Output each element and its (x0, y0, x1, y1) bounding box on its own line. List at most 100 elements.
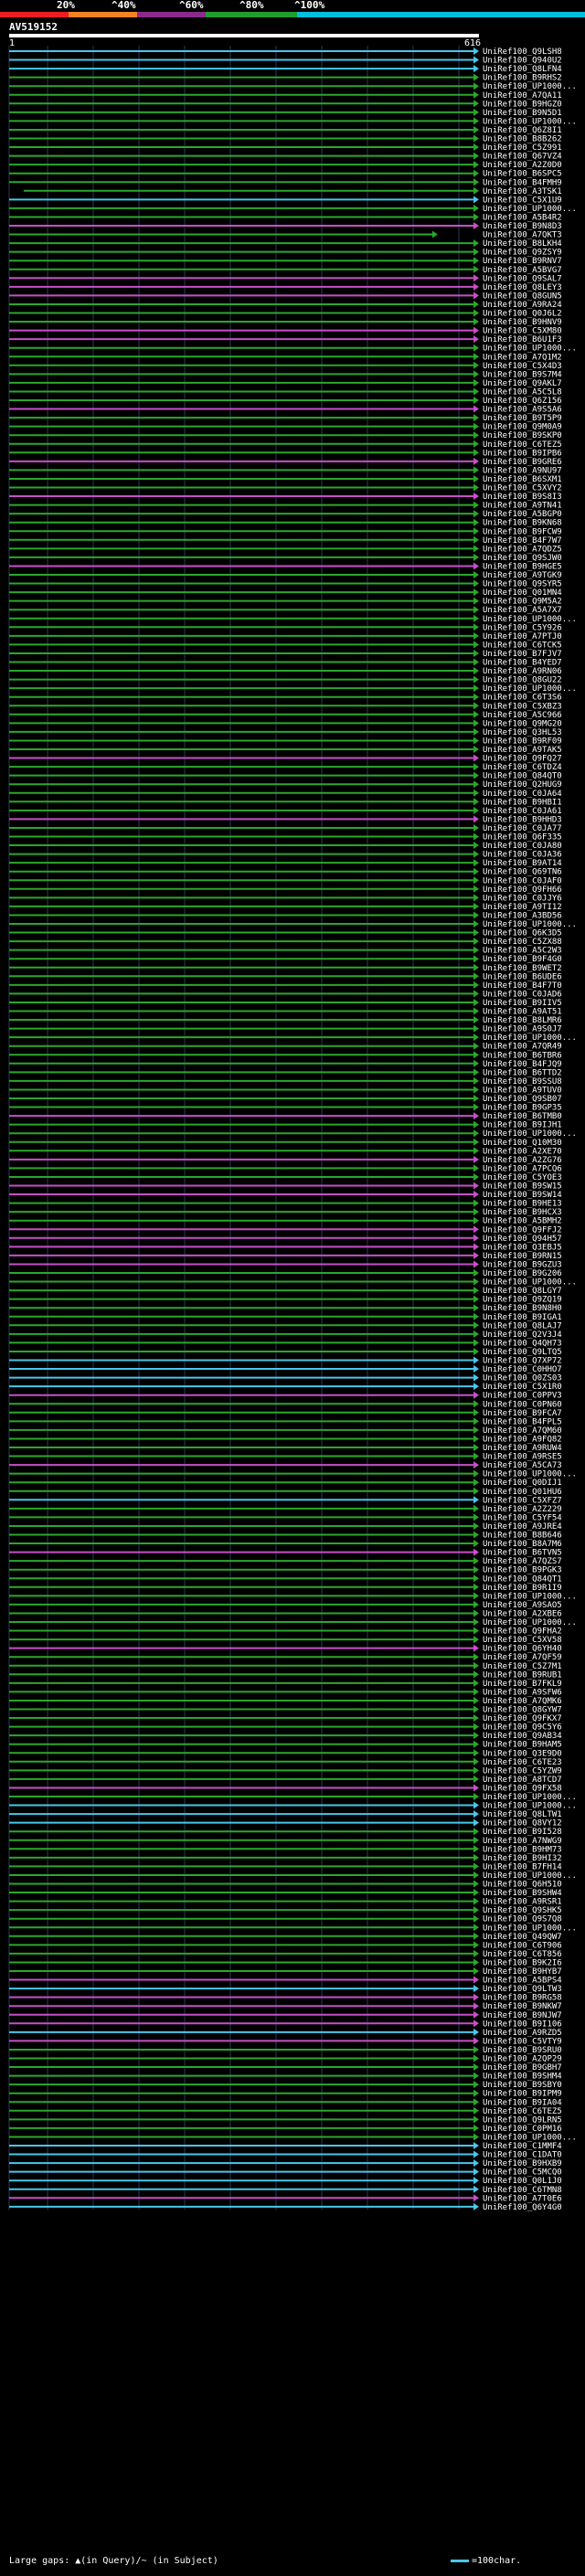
hit-label: UniRef100_C5VTY9 (483, 2037, 562, 2046)
hit-label: UniRef100_B4YED7 (483, 659, 562, 668)
hit-label: UniRef100_A9S5A6 (483, 406, 562, 415)
hit-label: UniRef100_C0JA61 (483, 807, 562, 816)
hit-label: UniRef100_A7QKT3 (483, 231, 562, 240)
hit-label: UniRef100_A2ZG76 (483, 1156, 562, 1165)
hit-label: UniRef100_B9SRU0 (483, 2046, 562, 2055)
hit-arrow (473, 1993, 479, 2001)
hit-arrow (473, 440, 479, 448)
hit-label: UniRef100_Q6Z8I1 (483, 126, 562, 135)
hit-arrow (473, 867, 479, 875)
hit-label: UniRef100_B9KN68 (483, 519, 562, 528)
hit-label: UniRef100_B4FMH9 (483, 178, 562, 187)
hit-arrow (473, 746, 479, 753)
hit-arrow (473, 65, 479, 73)
hit-arrow (473, 222, 479, 229)
hit-arrow (473, 1191, 479, 1199)
hit-arrow (473, 1636, 479, 1644)
hit-label: UniRef100_A5BPS4 (483, 1977, 562, 1986)
scale-bar-red (0, 12, 69, 17)
hit-label: UniRef100_C5MCQ0 (483, 2168, 562, 2178)
hit-label: UniRef100_Q6H510 (483, 1881, 562, 1890)
scale-bar-orange (69, 12, 137, 17)
hit-arrow (473, 1740, 479, 1748)
hit-label: UniRef100_Q0L1J0 (483, 2177, 562, 2186)
hit-arrow (473, 1600, 479, 1608)
hit-arrow (473, 2098, 479, 2106)
hit-label: UniRef100_A9RZD5 (483, 2029, 562, 2038)
hit-label: UniRef100_B9N5D1 (483, 109, 562, 118)
hit-label: UniRef100_Q8LGY7 (483, 1287, 562, 1296)
hit-arrow (473, 842, 479, 850)
hit-label: UniRef100_C6T906 (483, 1941, 562, 1950)
hit-label: UniRef100_B4F7W7 (483, 536, 562, 546)
hit-arrow (473, 1757, 479, 1765)
hit-label: UniRef100_Q9LRN5 (483, 2115, 562, 2125)
hit-label: UniRef100_B9IIV5 (483, 999, 562, 1008)
hit-label: UniRef100_Q9AB34 (483, 1732, 562, 1741)
hit-label: UniRef100_B8LMR6 (483, 1016, 562, 1025)
hit-arrow (473, 1880, 479, 1888)
hit-label: UniRef100_B9S7M4 (483, 370, 562, 379)
hit-label: UniRef100_A3TSK1 (483, 187, 562, 196)
hit-arrow (473, 623, 479, 631)
hit-label: UniRef100_Q9FX58 (483, 1784, 562, 1793)
hit-label: UniRef100_C6TEZ5 (483, 2107, 562, 2116)
hit-arrow (473, 1696, 479, 1704)
hit-arrow (473, 763, 479, 771)
hit-label: UniRef100_Q9M5A2 (483, 598, 562, 607)
hit-label: UniRef100_B9HGE5 (483, 562, 562, 571)
hit-label: UniRef100_A9FQ82 (483, 1435, 562, 1444)
hit-arrow (473, 152, 479, 160)
hit-arrow (473, 1836, 479, 1844)
hit-arrow (473, 1138, 479, 1146)
hit-label: UniRef100_B9AT14 (483, 859, 562, 868)
hit-arrow (473, 1592, 479, 1600)
hit-label: UniRef100_C5YZW9 (483, 1766, 562, 1776)
hit-arrow (473, 397, 479, 404)
hit-label: UniRef100_A5BMH2 (483, 1217, 562, 1226)
hit-label: UniRef100_A2XE70 (483, 1147, 562, 1156)
hit-label: UniRef100_Q9MG20 (483, 719, 562, 728)
hit-label: UniRef100_B9HI32 (483, 1854, 562, 1863)
hit-arrow (473, 1182, 479, 1190)
hit-arrow (473, 449, 479, 457)
hit-arrow (473, 1967, 479, 1975)
query-title: AV519152 (9, 21, 58, 33)
hit-label: UniRef100_A9JRE4 (483, 1522, 562, 1532)
hit-arrow (473, 832, 479, 841)
hit-arrow (473, 2115, 479, 2124)
hit-label: UniRef100_C5XVY2 (483, 484, 562, 493)
hit-label: UniRef100_A7QZS7 (483, 1557, 562, 1566)
hit-arrow (473, 1164, 479, 1172)
hit-label: UniRef100_B7FH14 (483, 1862, 562, 1871)
hit-label: UniRef100_A5C966 (483, 711, 562, 720)
hit-arrow (473, 108, 479, 116)
hit-label: UniRef100_Q9ZSY9 (483, 249, 562, 258)
hit-label: UniRef100_B9HM73 (483, 1845, 562, 1854)
scale-label-60: ^60% (179, 0, 204, 11)
hit-label: UniRef100_B8B646 (483, 1532, 562, 1541)
hit-arrow (473, 1749, 479, 1757)
hit-label: UniRef100_Q8VY12 (483, 1819, 562, 1829)
hit-label: UniRef100_C0JA80 (483, 842, 562, 851)
hit-label: UniRef100_A7PCQ6 (483, 1164, 562, 1173)
hit-label: UniRef100_C5YF54 (483, 1513, 562, 1522)
scale-label-100: ^100% (294, 0, 325, 11)
hit-label: UniRef100_A9SFW6 (483, 1688, 562, 1697)
hit-arrow (473, 2202, 479, 2210)
hit-label: UniRef100_B9SHM4 (483, 2072, 562, 2082)
hit-label: UniRef100_UP1000... (483, 1924, 577, 1933)
hit-label: UniRef100_UP1000... (483, 1592, 577, 1601)
hit-arrow (473, 1312, 479, 1320)
hit-label: UniRef100_UP1000... (483, 1034, 577, 1043)
hit-label: UniRef100_UP1000... (483, 82, 577, 91)
hit-label: UniRef100_Q49QW7 (483, 1933, 562, 1942)
hit-arrow (473, 2054, 479, 2062)
hit-arrow (473, 1356, 479, 1364)
hit-arrow (473, 73, 479, 81)
hit-arrow (473, 2081, 479, 2089)
hit-arrow (473, 1644, 479, 1652)
hit-label: UniRef100_Q9LSH8 (483, 48, 562, 57)
hit-arrow (473, 1295, 479, 1303)
hit-label: UniRef100_B9SW15 (483, 1182, 562, 1192)
